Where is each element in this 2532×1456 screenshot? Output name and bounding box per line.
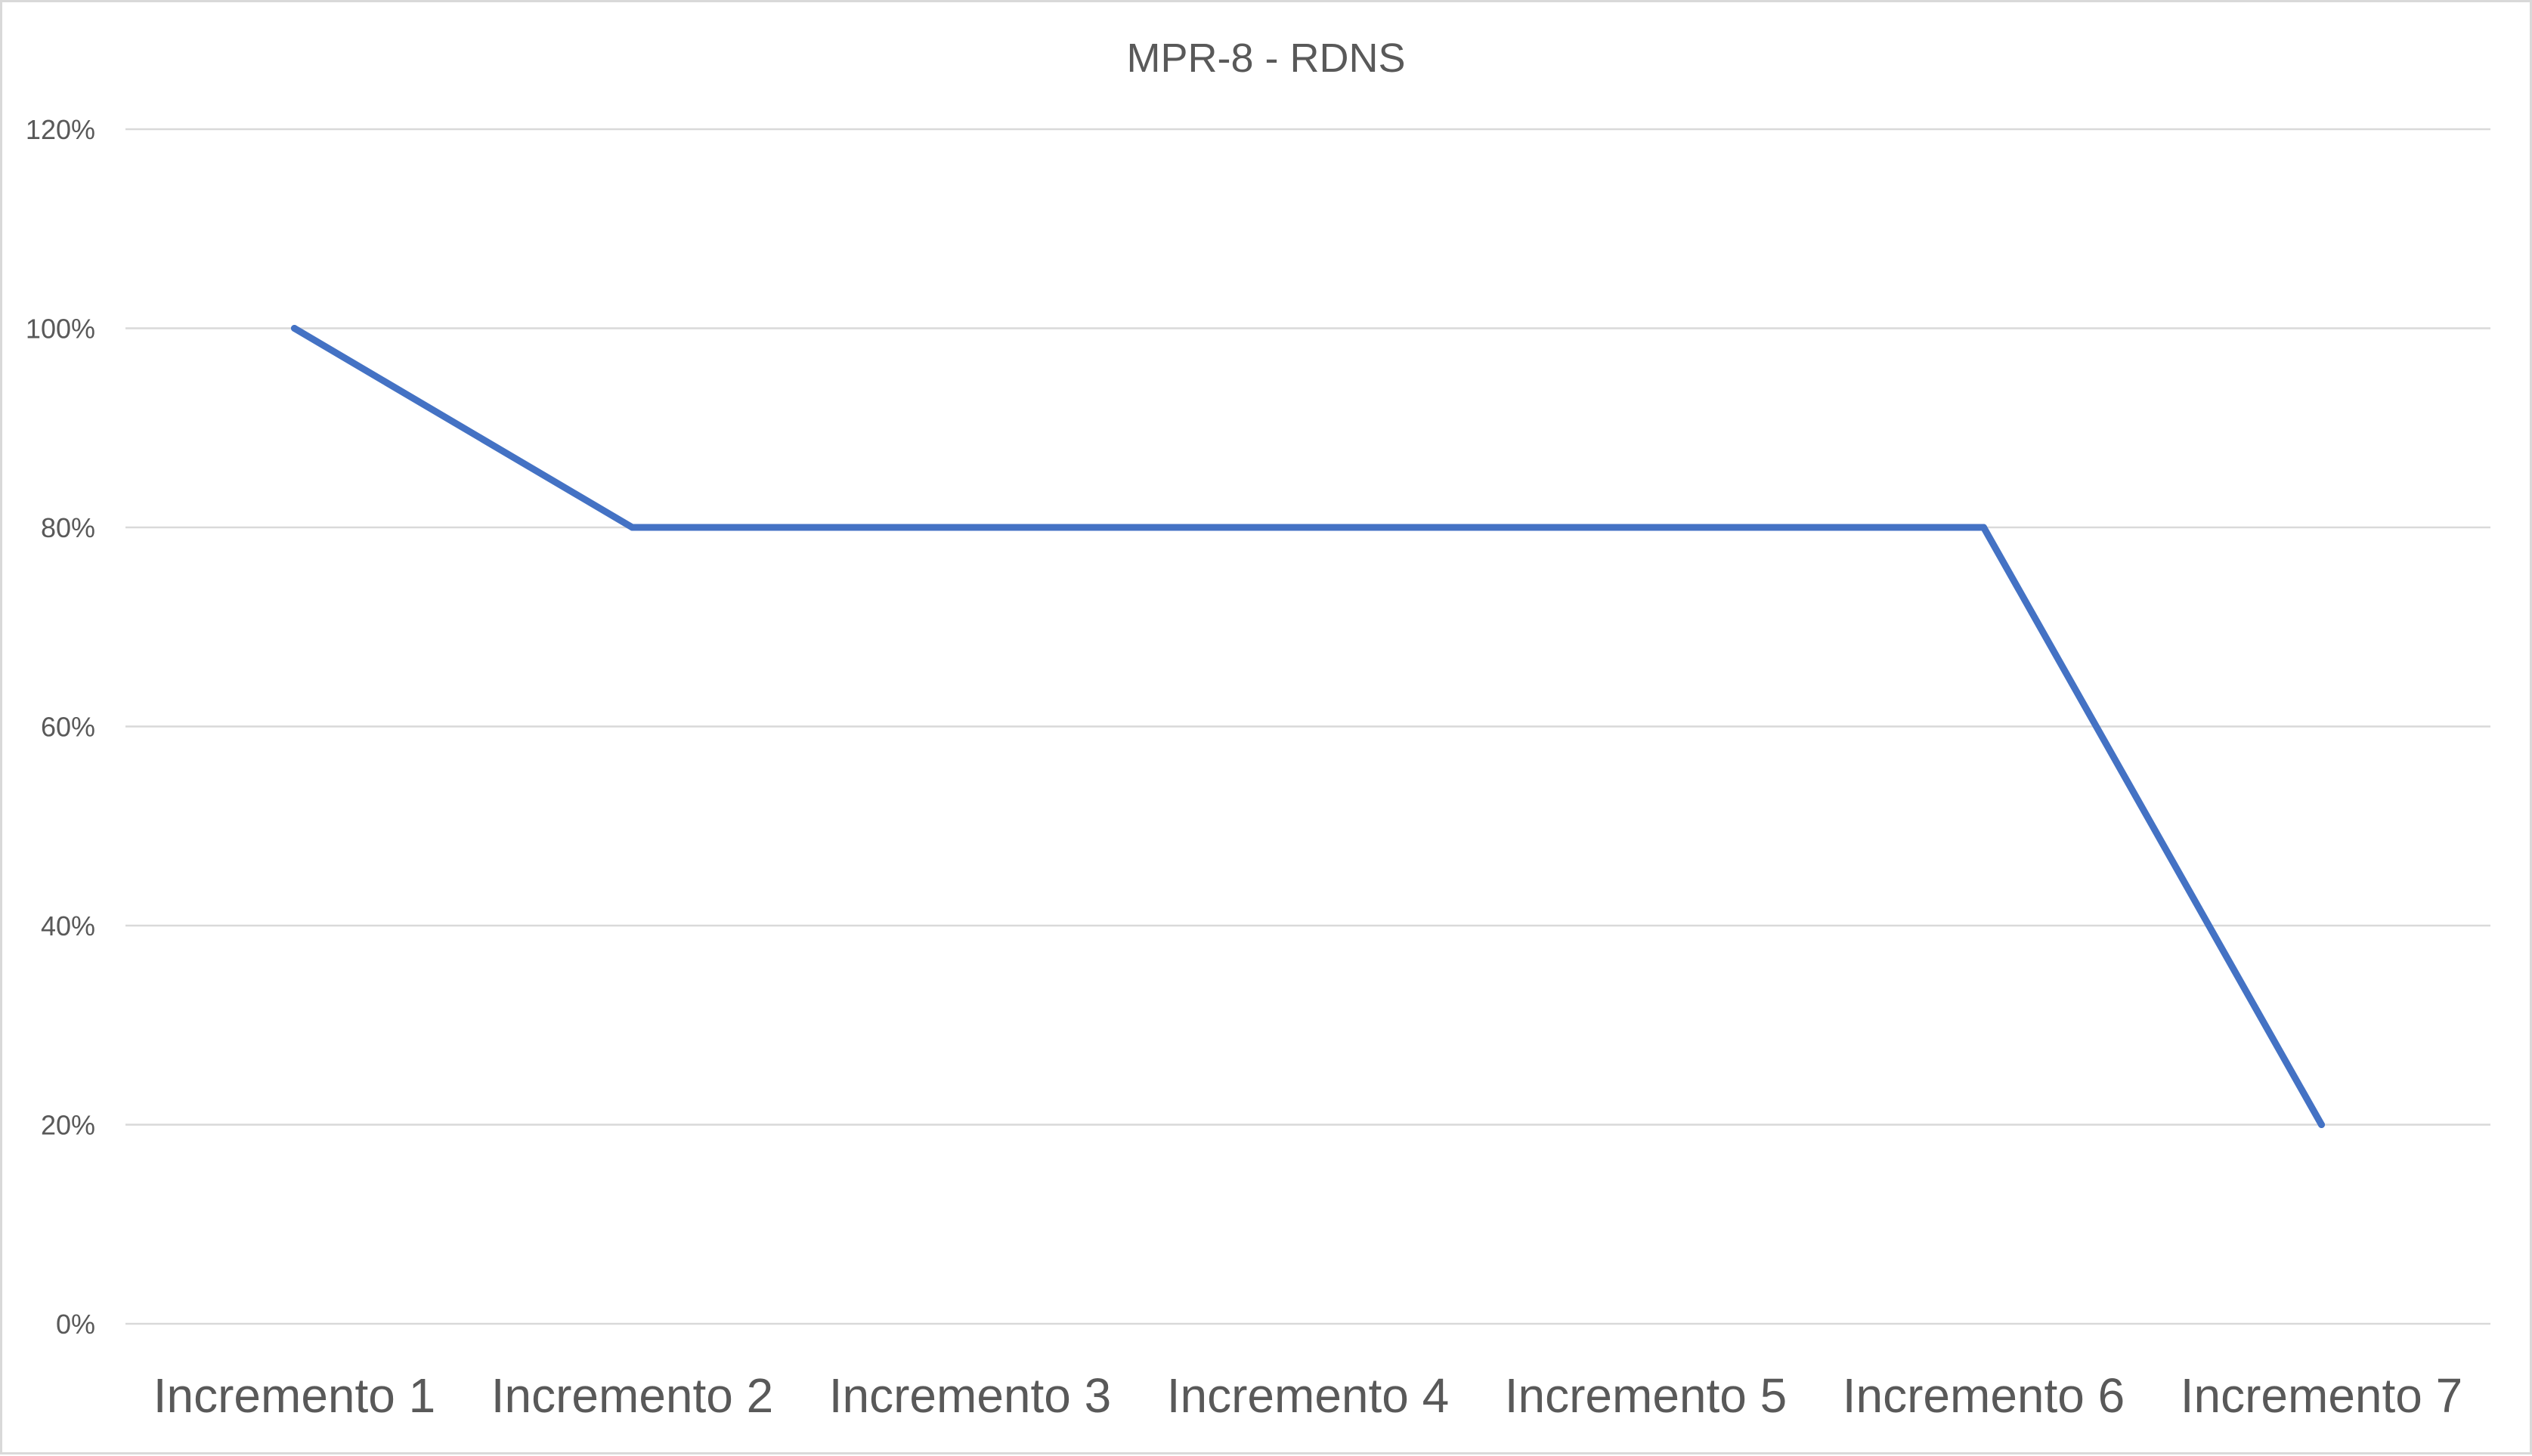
y-tick-label: 40% [41,910,95,941]
y-tick-label: 60% [41,712,95,743]
x-tick-label: Incremento 3 [829,1368,1112,1423]
x-tick-label: Incremento 6 [1843,1368,2125,1423]
y-tick-label: 20% [41,1110,95,1141]
data-point [1305,524,1311,531]
data-point [967,524,973,531]
series-layer [291,325,2325,1128]
x-tick-label: Incremento 7 [2181,1368,2463,1423]
y-tick-label: 0% [56,1309,95,1340]
data-point [1642,524,1649,531]
y-tick-label: 100% [26,314,95,345]
x-tick-label: Incremento 1 [153,1368,436,1423]
x-axis-tick-labels: Incremento 1 Incremento 2 Incremento 3 Incr… [153,1368,2463,1423]
y-axis-tick-labels: 0% 20% 40% 60% 80% 100% 120% [26,114,95,1340]
y-tick-label: 80% [41,512,95,543]
data-point [2318,1121,2325,1128]
data-point [629,524,636,531]
data-point [1980,524,1987,531]
x-tick-label: Incremento 4 [1167,1368,1450,1423]
chart-title: MPR-8 - RDNS [1126,36,1405,81]
y-tick-label: 120% [26,114,95,145]
gridlines [125,128,2490,1325]
x-tick-label: Incremento 2 [491,1368,774,1423]
data-point [291,325,298,332]
x-tick-label: Incremento 5 [1505,1368,1788,1423]
